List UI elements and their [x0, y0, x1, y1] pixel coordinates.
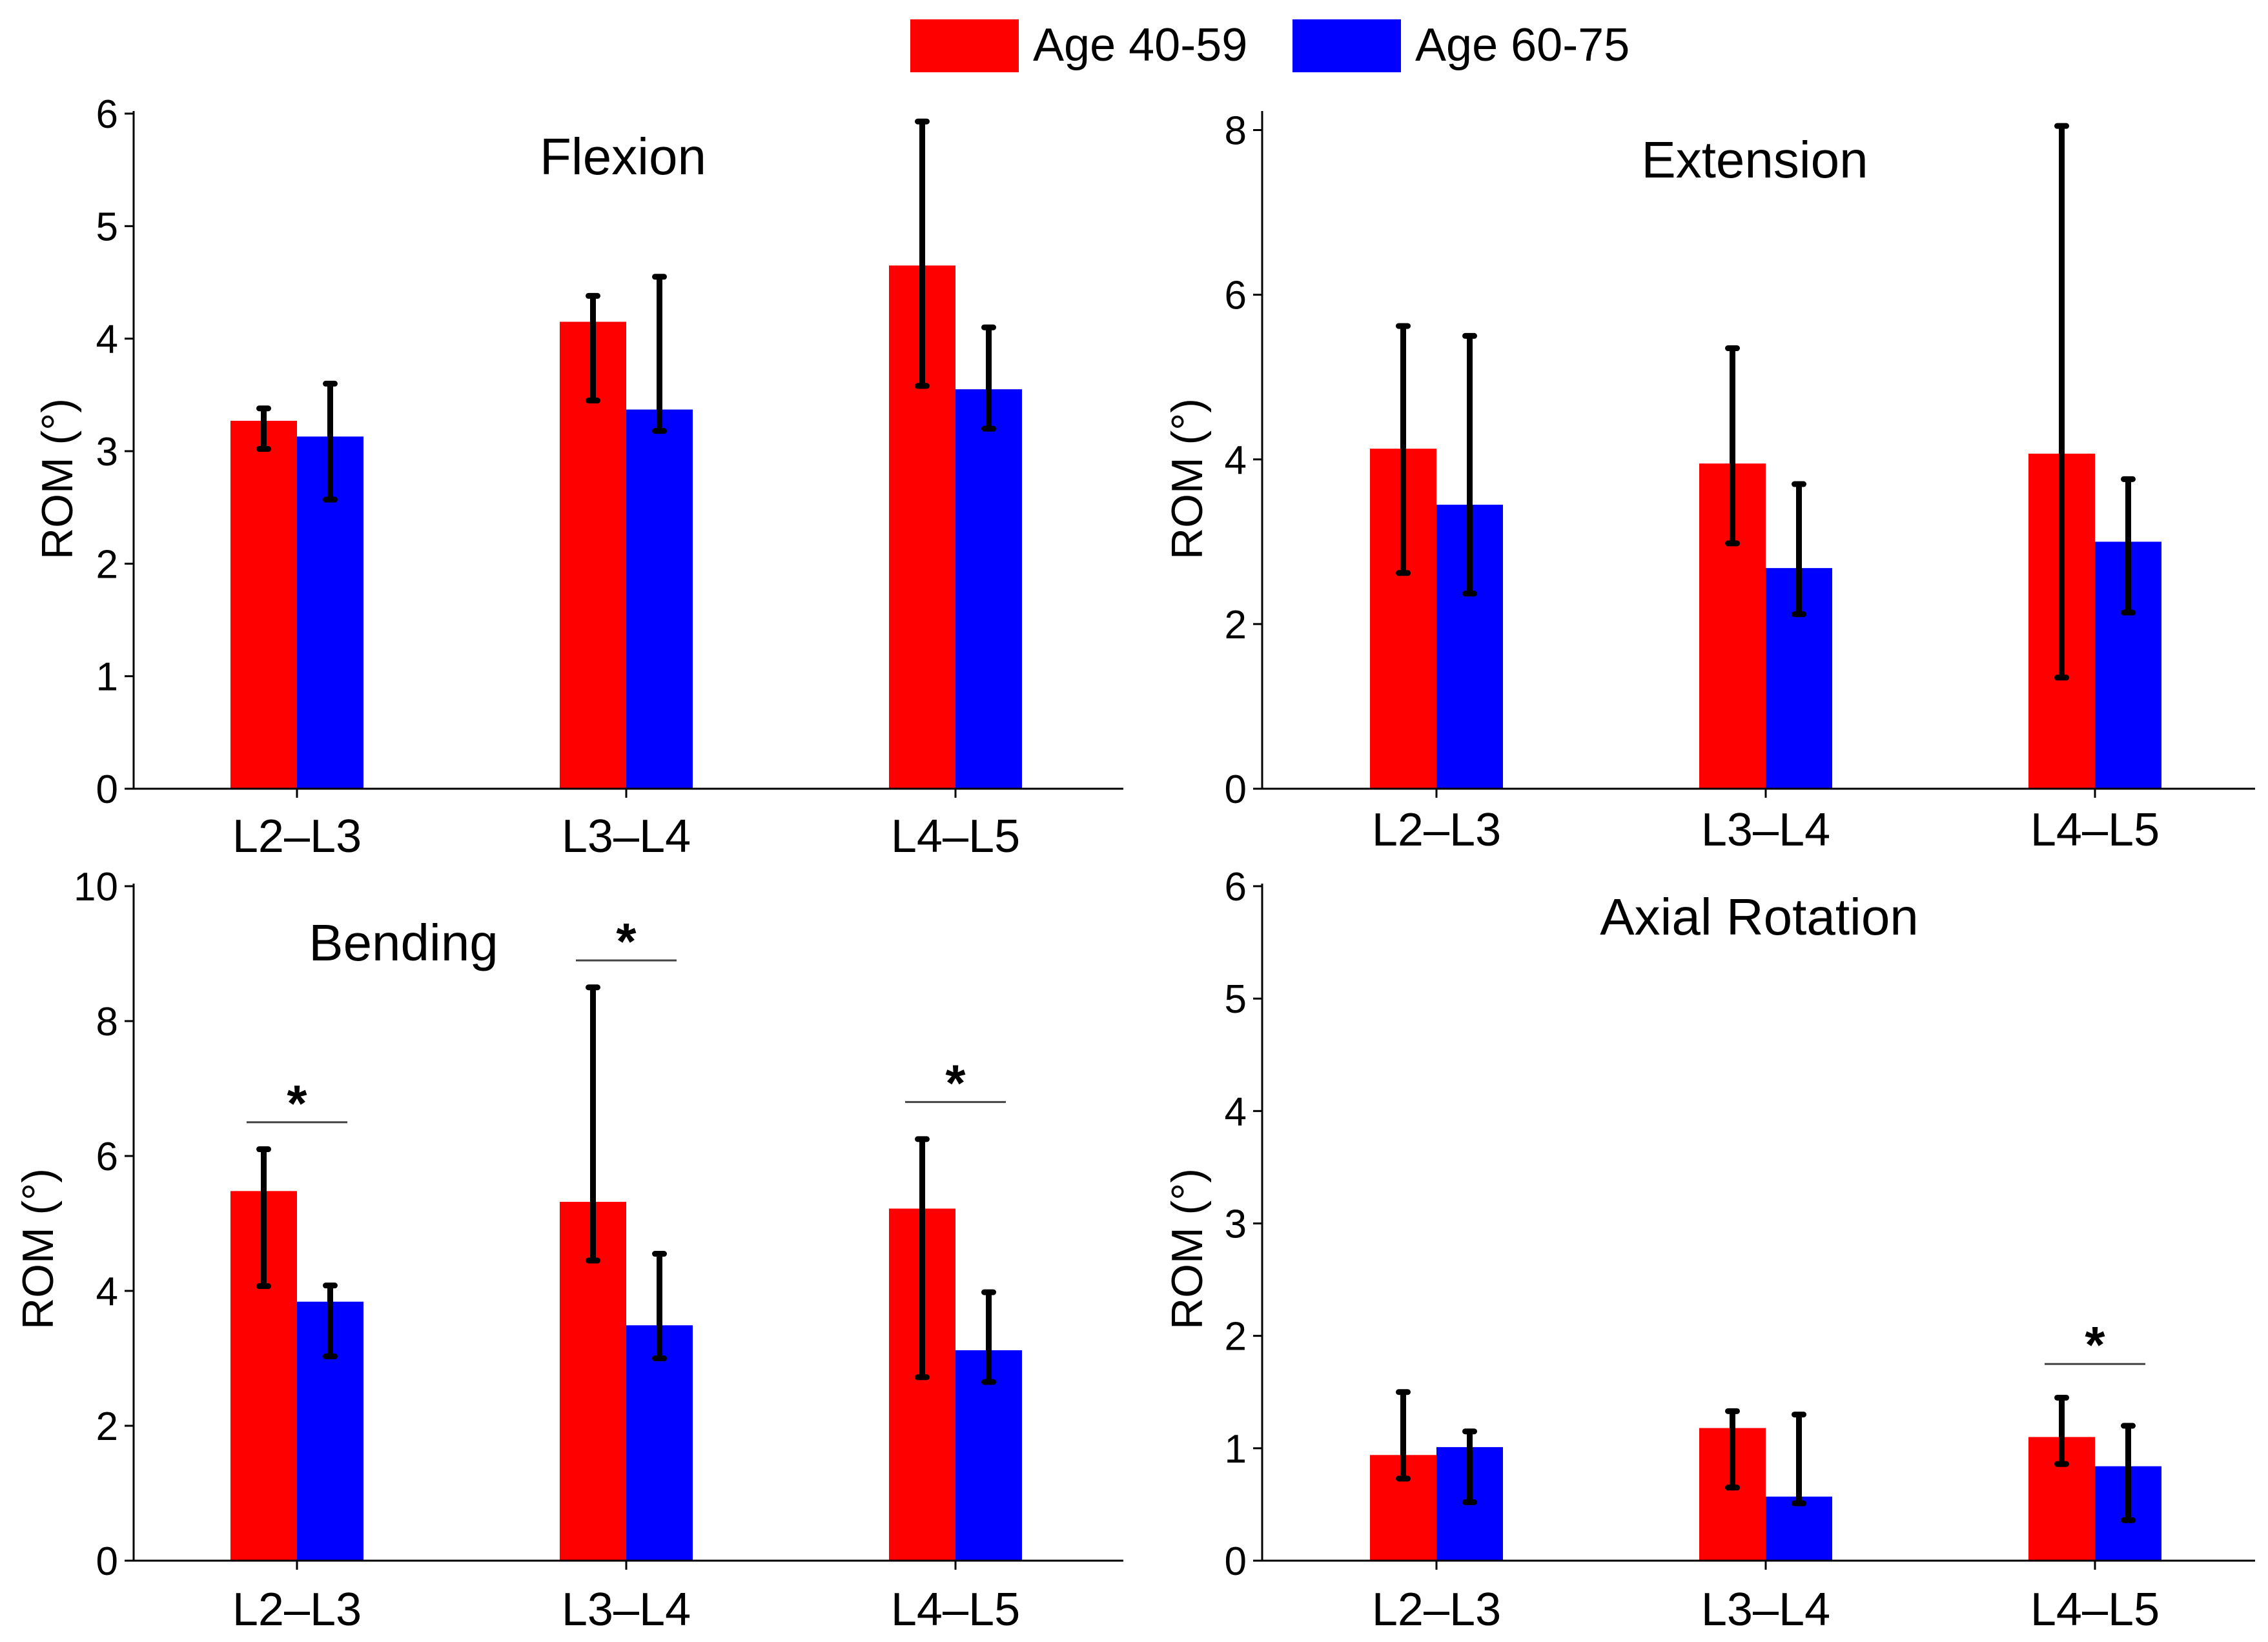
bending-panel: Bending ROM (°) L2–L3 L3–L4 L4–L5 0 2 4 6 8 10 * *…: [14, 865, 1123, 1636]
axial-rotation-panel: Axial Rotation ROM (°) L2–L3 L3–L4 L4–L5 0 1…: [1163, 865, 2255, 1636]
error-bar-l2-l3-age-60-75: [323, 380, 338, 503]
y-tick-label: 4: [1225, 1090, 1247, 1134]
y-tick-label: 6: [1225, 274, 1247, 318]
significance-asterisk: *: [616, 913, 637, 970]
legend-swatch-age-40-59: [910, 19, 1019, 72]
x-tick-label-l3-l4: L3–L4: [1701, 1584, 1830, 1636]
legend-label-age-60-75: Age 60-75: [1415, 19, 1629, 71]
extension-panel: Extension ROM (°) L2–L3 L3–L4 L4–L5 0 2 4 6 8: [1163, 109, 2255, 856]
y-axis-label: ROM (°): [14, 1168, 63, 1330]
y-tick-label: 0: [96, 767, 118, 812]
panel-title: Flexion: [540, 128, 706, 185]
error-bar-l4-l5-age-40-59: [915, 118, 930, 389]
x-tick-label-l3-l4: L3–L4: [1701, 804, 1830, 856]
y-tick-label: 1: [96, 655, 118, 700]
error-bar-l3-l4-age-40-59: [1725, 1408, 1740, 1491]
error-bar-l4-l5-age-60-75: [981, 324, 996, 432]
error-bar-l2-l3-age-40-59: [256, 405, 271, 452]
significance-asterisk: *: [945, 1054, 966, 1111]
y-tick-label: 5: [1225, 977, 1247, 1022]
y-tick-label: 2: [1225, 603, 1247, 647]
y-tick-label: 8: [1225, 109, 1247, 154]
x-tick-label-l2-l3: L2–L3: [232, 1584, 362, 1636]
x-tick-label-l4-l5: L4–L5: [891, 811, 1020, 862]
legend-label-age-40-59: Age 40-59: [1033, 19, 1247, 71]
bar-l3-l4-age-60-75: [626, 1325, 693, 1561]
y-tick-label: 0: [96, 1539, 118, 1584]
significance-marker-l4-l5: *: [2045, 1316, 2145, 1373]
bar-l4-l5-age-60-75: [955, 1350, 1022, 1561]
error-bar-l3-l4-age-60-75: [652, 274, 667, 434]
error-bar-l3-l4-age-40-59: [1725, 345, 1740, 547]
panel-title: Extension: [1641, 131, 1868, 188]
y-tick-label: 3: [1225, 1202, 1247, 1247]
x-tick-label-l2-l3: L2–L3: [1372, 804, 1501, 856]
error-bar-l2-l3-age-40-59: [1396, 323, 1411, 576]
x-tick-label-l4-l5: L4–L5: [2030, 1584, 2160, 1636]
y-tick-label: 2: [96, 542, 118, 587]
y-tick-label: 4: [96, 318, 118, 362]
significance-asterisk: *: [287, 1075, 307, 1132]
error-bar-l3-l4-age-60-75: [652, 1251, 667, 1361]
error-bar-l3-l4-age-60-75: [1792, 481, 1806, 618]
y-tick-label: 0: [1225, 767, 1247, 812]
bar-l4-l5-age-60-75: [955, 389, 1022, 789]
error-bar-l2-l3-age-40-59: [1396, 1389, 1411, 1482]
panel-title: Bending: [309, 914, 498, 971]
error-bar-l3-l4-age-60-75: [1792, 1412, 1806, 1506]
y-tick-label: 5: [96, 205, 118, 249]
error-bar-l3-l4-age-40-59: [586, 292, 600, 404]
error-bar-l2-l3-age-40-59: [256, 1146, 271, 1290]
error-bar-l4-l5-age-40-59: [2054, 1394, 2069, 1467]
legend-swatch-age-60-75: [1292, 19, 1401, 72]
y-tick-label: 2: [1225, 1315, 1247, 1359]
error-bar-l4-l5-age-40-59: [2054, 123, 2069, 681]
y-tick-label: 0: [1225, 1539, 1247, 1584]
significance-marker-l4-l5: *: [905, 1054, 1006, 1111]
y-tick-label: 4: [96, 1270, 118, 1314]
x-tick-label-l2-l3: L2–L3: [232, 811, 362, 862]
significance-asterisk: *: [2085, 1316, 2105, 1373]
x-tick-label-l4-l5: L4–L5: [2030, 804, 2160, 856]
x-tick-label-l4-l5: L4–L5: [891, 1584, 1020, 1636]
y-tick-label: 8: [96, 1000, 118, 1044]
significance-marker-l3-l4: *: [576, 913, 677, 970]
y-axis-label: ROM (°): [33, 398, 82, 560]
y-tick-label: 3: [96, 430, 118, 474]
error-bar-l2-l3-age-60-75: [323, 1282, 338, 1359]
bar-l3-l4-age-60-75: [1766, 1496, 1832, 1561]
significance-marker-l2-l3: *: [247, 1075, 347, 1132]
y-axis-label: ROM (°): [1163, 398, 1212, 560]
bar-l3-l4-age-60-75: [626, 409, 693, 789]
error-bar-l4-l5-age-60-75: [2121, 1423, 2136, 1523]
y-tick-label: 10: [74, 865, 118, 909]
panel-title: Axial Rotation: [1600, 888, 1919, 946]
error-bar-l2-l3-age-60-75: [1462, 332, 1477, 597]
y-tick-label: 6: [96, 1135, 118, 1179]
x-tick-label-l2-l3: L2–L3: [1372, 1584, 1501, 1636]
y-axis-label: ROM (°): [1163, 1168, 1212, 1330]
x-tick-label-l3-l4: L3–L4: [562, 1584, 691, 1636]
error-bar-l4-l5-age-40-59: [915, 1136, 930, 1381]
y-tick-label: 2: [96, 1404, 118, 1449]
error-bar-l4-l5-age-60-75: [981, 1289, 996, 1385]
x-tick-label-l3-l4: L3–L4: [562, 811, 691, 862]
y-tick-label: 4: [1225, 438, 1247, 483]
error-bar-l4-l5-age-60-75: [2121, 476, 2136, 616]
y-tick-label: 6: [96, 92, 118, 137]
error-bar-l2-l3-age-60-75: [1462, 1428, 1477, 1505]
error-bar-l3-l4-age-40-59: [586, 984, 600, 1264]
bar-l2-l3-age-40-59: [230, 420, 297, 789]
y-tick-label: 1: [1225, 1427, 1247, 1472]
flexion-panel: Flexion ROM (°) L2–L3 L3–L4 L4–L5 0 1 2 3 4 5 6: [33, 92, 1123, 862]
legend: Age 40-59 Age 60-75: [910, 19, 1629, 72]
y-tick-label: 6: [1225, 865, 1247, 909]
